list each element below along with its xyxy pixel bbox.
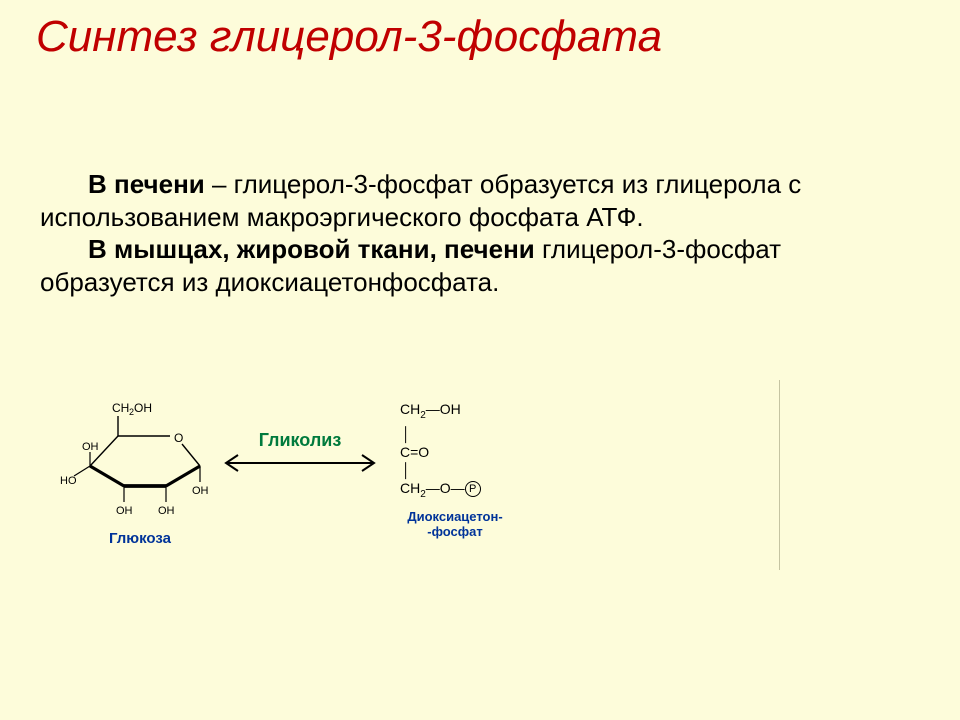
dhap-label: Диоксиацетон--фосфат	[370, 510, 540, 540]
chemistry-diagram: CH 2 OH O OH HO OH OH OH Глюкоза	[60, 400, 580, 600]
svg-text:OH: OH	[158, 505, 175, 517]
svg-text:HO: HO	[60, 475, 77, 487]
phosphate-icon: P	[465, 481, 481, 497]
paragraph-2: В мышцах, жировой ткани, печени глицерол…	[40, 233, 900, 298]
svg-text:OH: OH	[82, 441, 99, 453]
glucose-svg: CH 2 OH O OH HO OH OH OH	[60, 400, 220, 530]
svg-text:OH: OH	[192, 485, 209, 497]
glucose-label: Глюкоза	[60, 530, 220, 547]
svg-text:OH: OH	[134, 401, 152, 415]
para1-bold: В печени	[88, 169, 205, 199]
glucose-structure: CH 2 OH O OH HO OH OH OH	[60, 400, 220, 533]
svg-text:OH: OH	[116, 505, 133, 517]
divider	[779, 380, 780, 570]
double-arrow-icon	[220, 451, 380, 475]
slide-title: Синтез глицерол-3-фосфата	[0, 0, 960, 62]
para2-bold: В мышцах, жировой ткани, печени	[88, 234, 535, 264]
body-text: В печени – глицерол-3-фосфат образуется …	[40, 168, 900, 298]
glycolysis-label: Гликолиз	[220, 430, 380, 451]
svg-text:O: O	[174, 431, 183, 445]
svg-text:CH: CH	[112, 401, 129, 415]
paragraph-1: В печени – глицерол-3-фосфат образуется …	[40, 168, 900, 233]
dhap-structure: CH2—OH │ C=O │ CH2—O—P	[400, 400, 481, 504]
glycolysis-arrow: Гликолиз	[220, 430, 380, 480]
